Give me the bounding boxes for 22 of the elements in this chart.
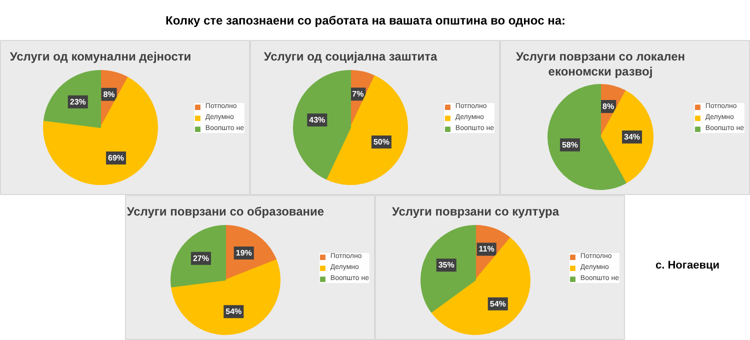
- data-label: 8%: [602, 102, 614, 111]
- chart-title: Услуги од комунални дејности: [10, 50, 192, 64]
- chart-title: Услуги поврзани со образование: [126, 204, 324, 218]
- chart-title: Услуги од социјална заштита: [264, 50, 438, 64]
- data-label: 11%: [478, 244, 494, 254]
- text: с. Ногаевци: [656, 260, 720, 272]
- data-label: 27%: [192, 254, 209, 263]
- data-label: 50%: [373, 138, 390, 147]
- data-label: 23%: [70, 97, 86, 106]
- data-label: 43%: [309, 116, 326, 125]
- data-label: 69%: [108, 153, 124, 162]
- data-label: 58%: [562, 140, 578, 150]
- data-label: 19%: [236, 248, 252, 258]
- data-label: 34%: [624, 132, 640, 142]
- data-label: 8%: [103, 90, 115, 99]
- text: Колку сте запознаени со работата на вашата општина во однос на:: [165, 14, 566, 28]
- data-label: 7%: [352, 90, 364, 99]
- chart-title: Услуги поврзани со култура: [392, 204, 560, 218]
- data-label: 54%: [226, 307, 242, 316]
- data-label: 54%: [490, 299, 506, 308]
- data-label: 35%: [438, 260, 454, 270]
- chart-title: Услуги поврзани со локален економски развој: [516, 50, 685, 78]
